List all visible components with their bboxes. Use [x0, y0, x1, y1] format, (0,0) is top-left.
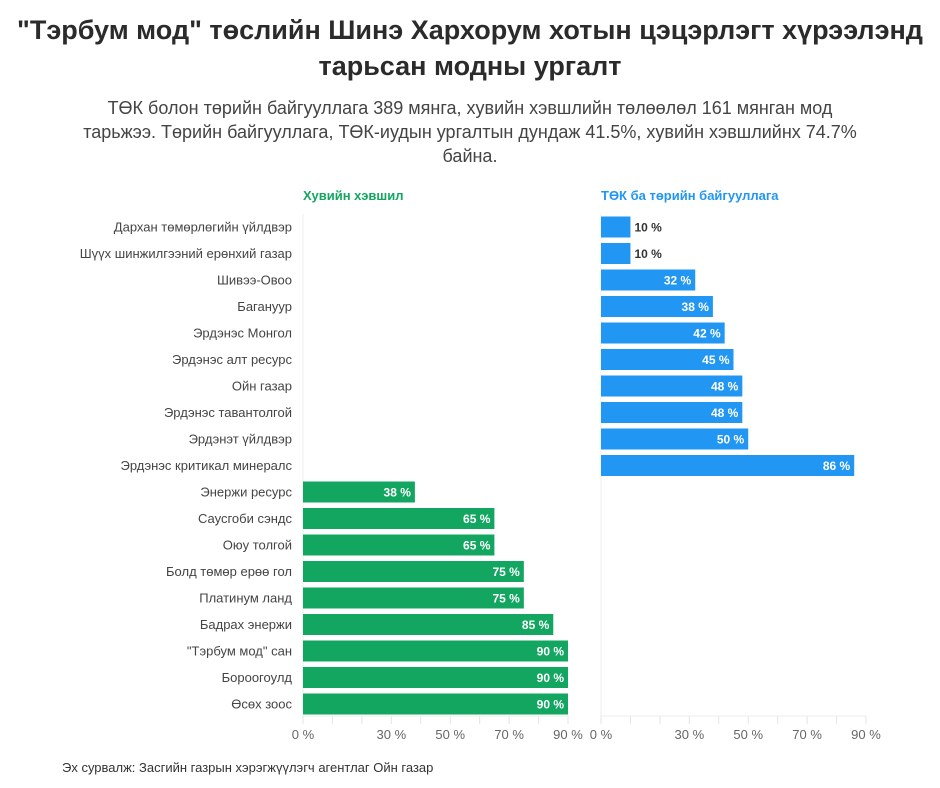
bar — [601, 296, 713, 317]
data-label: 90 % — [537, 671, 565, 685]
bar — [303, 667, 568, 688]
data-label: 45 % — [702, 353, 730, 367]
data-label: 42 % — [693, 327, 721, 341]
category-label: Эрдэнэс тавантолгой — [164, 405, 292, 420]
x-tick-label: 30 % — [675, 727, 705, 742]
category-label: Шүүх шинжилгээний ерөнхий газар — [80, 246, 292, 261]
data-label: 86 % — [823, 459, 851, 473]
category-label: Эрдэнэт үйлдвэр — [189, 432, 292, 447]
data-label: 48 % — [711, 380, 739, 394]
chart-subtitle: ТӨК болон төрийн байгууллага 389 мянга, … — [83, 98, 857, 166]
category-label: Шивээ-Овоо — [217, 273, 292, 288]
bar — [303, 614, 554, 635]
legend-state: ТӨК ба төрийн байгууллага — [601, 188, 779, 203]
x-tick-label: 90 % — [851, 727, 881, 742]
data-label: 32 % — [664, 274, 692, 288]
x-tick-label: 70 % — [792, 727, 822, 742]
bar — [601, 243, 631, 264]
x-tick-label: 30 % — [377, 727, 407, 742]
data-label: 65 % — [463, 539, 491, 553]
data-label: 38 % — [384, 486, 412, 500]
category-label: Энержи ресурс — [200, 485, 292, 500]
bar — [601, 428, 749, 450]
category-label: Эрдэнэс Монгол — [193, 326, 292, 341]
bar — [601, 375, 743, 397]
data-label: 90 % — [537, 698, 565, 712]
data-label: 90 % — [537, 645, 565, 659]
data-label: 10 % — [634, 221, 662, 235]
data-label: 75 % — [492, 592, 520, 606]
bar — [303, 534, 495, 556]
data-label: 48 % — [711, 406, 739, 420]
bar — [601, 455, 855, 476]
bar — [303, 508, 495, 529]
x-tick-label: 0 % — [292, 727, 315, 742]
chart-title: "Тэрбум мод" төслийн Шинэ Хархорум хотын… — [17, 15, 923, 81]
data-label: 10 % — [634, 247, 662, 261]
source-note: Эх сурвалж: Засгийн газрын хэрэгжүүлэгч … — [62, 760, 434, 775]
bar — [303, 561, 524, 582]
category-label: Болд төмөр ерөө гол — [166, 564, 292, 579]
data-label: 75 % — [492, 565, 520, 579]
bar — [303, 587, 524, 609]
category-label: Платинум ланд — [199, 591, 292, 606]
category-label: "Тэрбум мод" сан — [187, 644, 292, 659]
bar — [303, 693, 568, 715]
category-label: Бадрах энержи — [200, 617, 292, 632]
category-label: Дархан төмөрлөгийн үйлдвэр — [114, 220, 292, 235]
x-tick-label: 50 % — [733, 727, 763, 742]
category-label: Оюу толгой — [223, 538, 292, 553]
bar — [303, 481, 415, 503]
legend-private: Хувийн хэвшил — [303, 188, 403, 203]
bar — [601, 269, 696, 291]
category-label: Ойн газар — [232, 379, 292, 394]
bar — [303, 640, 568, 662]
x-tick-label: 90 % — [553, 727, 583, 742]
x-tick-label: 70 % — [494, 727, 524, 742]
bar — [601, 349, 734, 370]
category-label: Багануур — [237, 299, 292, 314]
data-label: 85 % — [522, 618, 550, 632]
category-label: Эрдэнэс алт ресурс — [172, 352, 292, 367]
category-label: Өсөх зоос — [231, 697, 292, 712]
x-tick-label: 50 % — [435, 727, 465, 742]
bar — [601, 322, 725, 344]
data-label: 38 % — [682, 300, 710, 314]
x-tick-label: 0 % — [590, 727, 613, 742]
category-label: Эрдэнэс критикал минералс — [120, 458, 292, 473]
data-label: 65 % — [463, 512, 491, 526]
category-label: Бороогоулд — [222, 670, 293, 685]
bar — [601, 402, 743, 423]
category-label: Саусгоби сэндс — [198, 511, 293, 526]
data-label: 50 % — [717, 433, 745, 447]
bar — [601, 216, 631, 238]
